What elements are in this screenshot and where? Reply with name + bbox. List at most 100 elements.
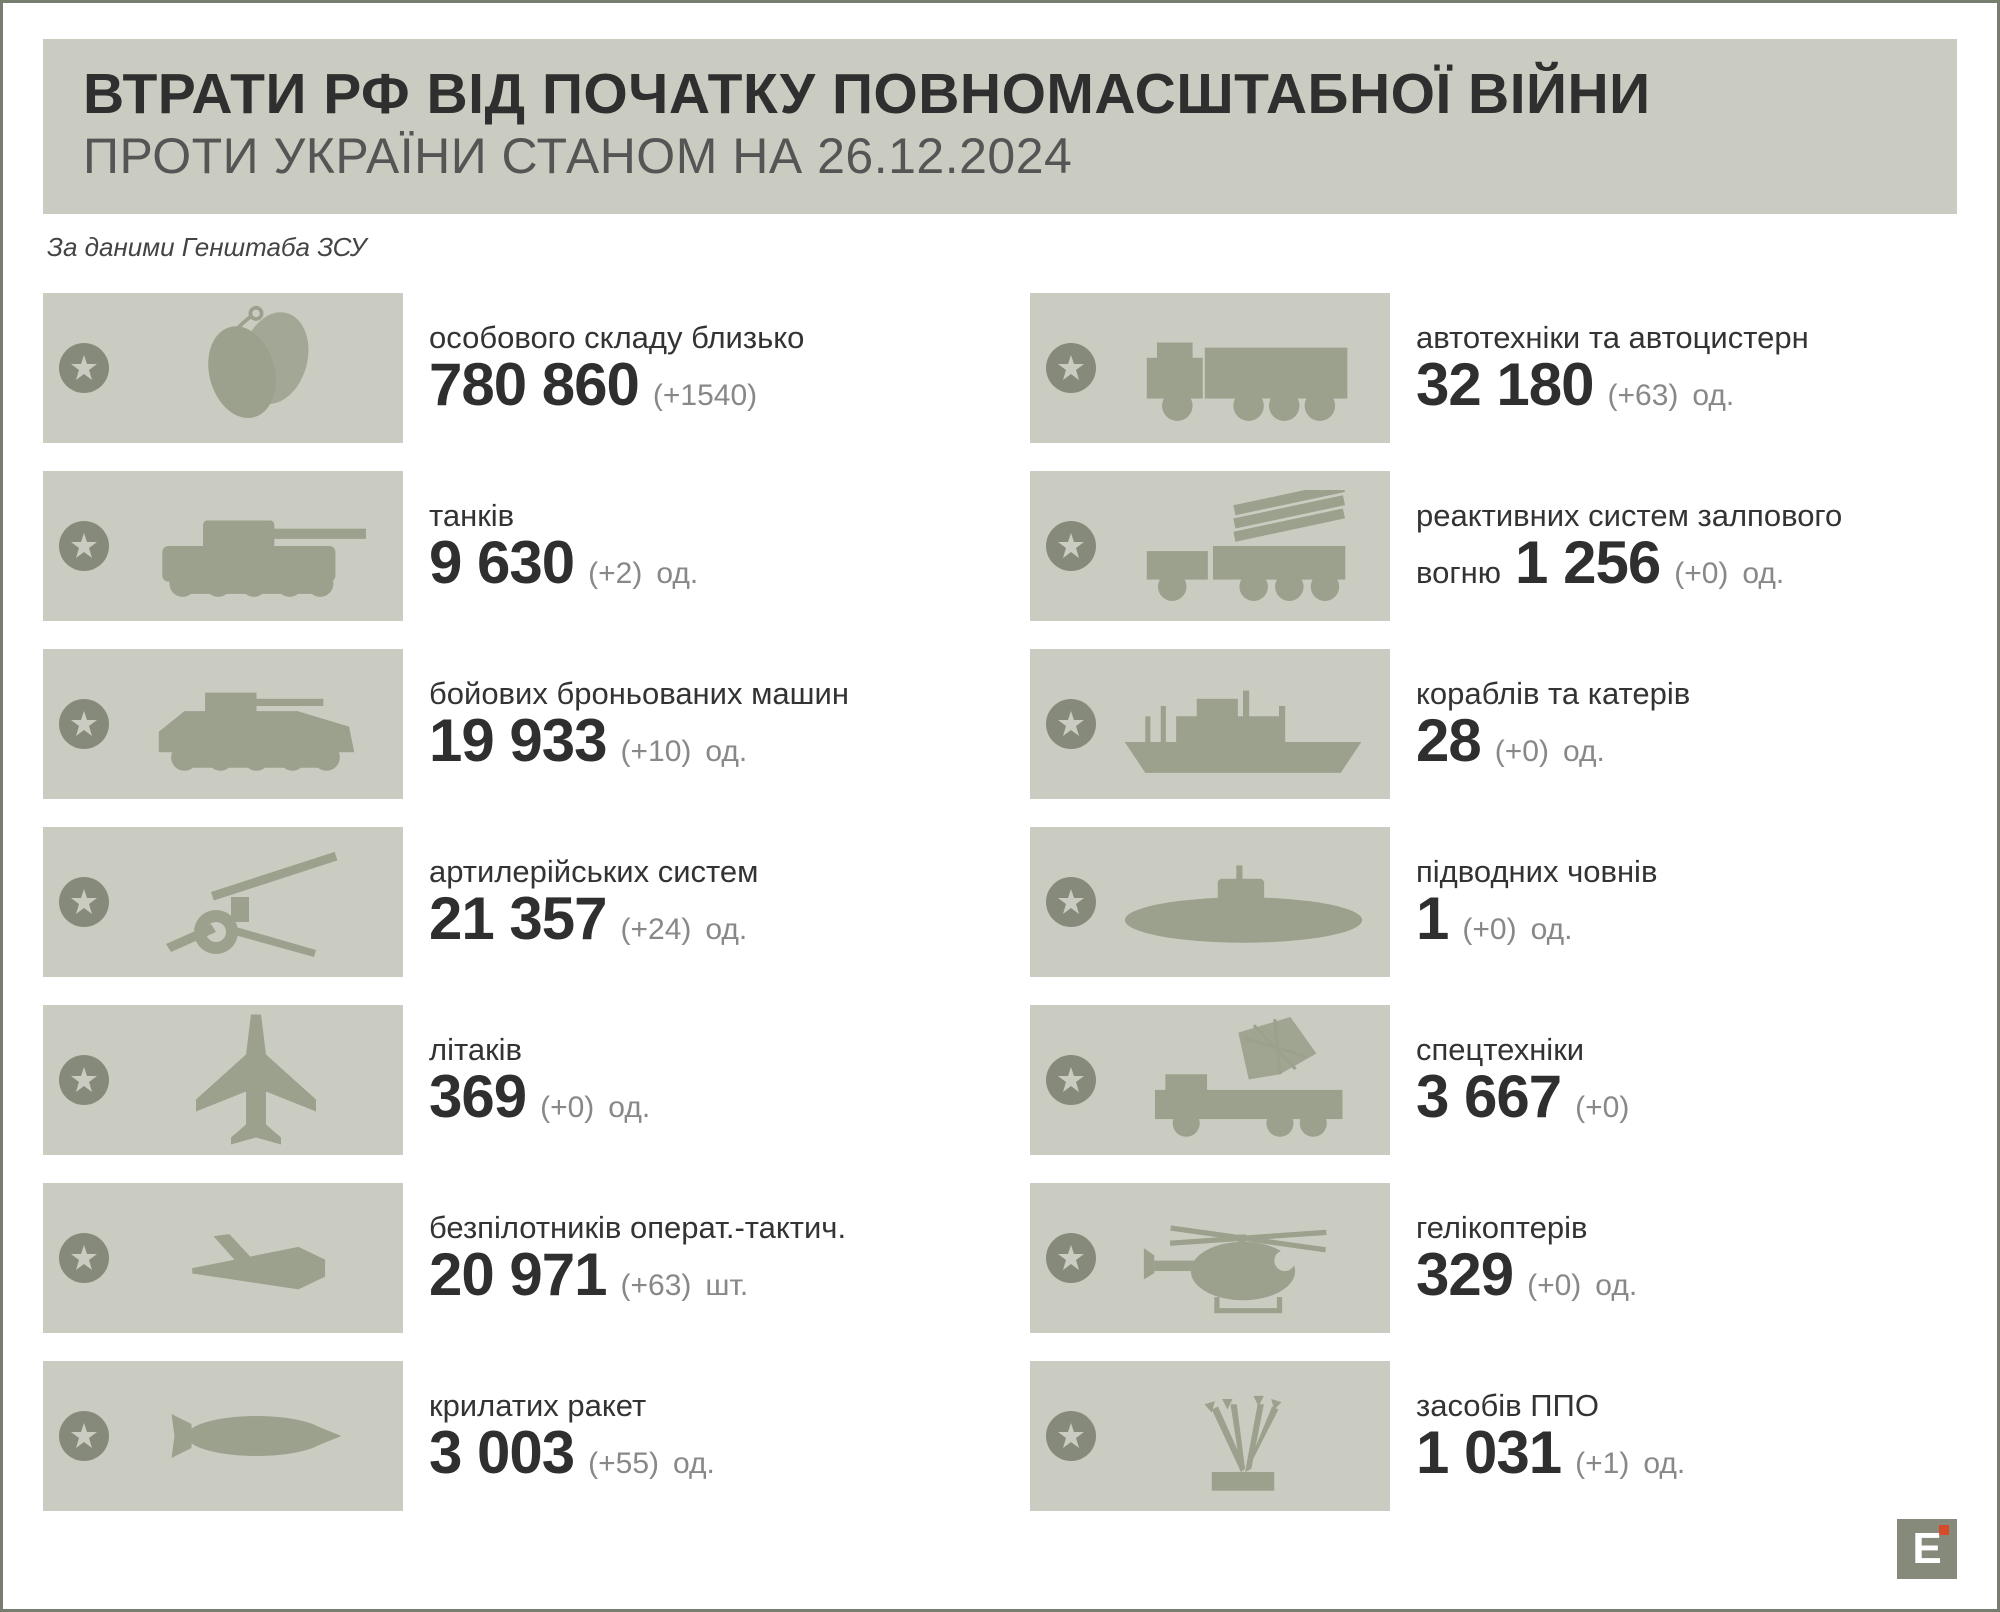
stat-value: 780 860	[429, 355, 639, 415]
star-badge-icon	[1046, 521, 1096, 571]
stat-value-row: 1 031(+1)од.	[1416, 1423, 1957, 1483]
stat-label-inline: вогню	[1416, 555, 1501, 591]
publisher-logo: E	[1897, 1519, 1957, 1579]
stat-delta: (+1540)	[653, 379, 757, 413]
stat-value: 9 630	[429, 533, 574, 593]
stat-label: засобів ППО	[1416, 1389, 1957, 1423]
icon-block	[43, 1005, 403, 1155]
stat-value-row: 3 667 (+0)	[1416, 1067, 1957, 1127]
stat-row: артилерійських систем21 357(+24)од.	[43, 827, 970, 977]
stat-value: 369	[429, 1067, 526, 1127]
star-badge-icon	[59, 877, 109, 927]
stat-value-row: 28(+0)од.	[1416, 711, 1957, 771]
stat-unit: од.	[705, 913, 747, 947]
stat-delta: (+0)	[1674, 557, 1728, 591]
stat-value-row: вогню 1 256 (+0) од.	[1416, 533, 1957, 593]
stat-text: літаків369(+0)од.	[429, 1033, 970, 1127]
stat-unit: од.	[1742, 557, 1784, 591]
stat-row: підводних човнів1(+0)од.	[1030, 827, 1957, 977]
source-credit: За даними Генштаба ЗСУ	[43, 232, 1957, 263]
drone-icon	[109, 1183, 403, 1333]
header-block: ВТРАТИ РФ ВІД ПОЧАТКУ ПОВНОМАСШТАБНОЇ ВІ…	[43, 39, 1957, 214]
stat-value-row: 780 860 (+1540)	[429, 355, 970, 415]
stat-text: підводних човнів1(+0)од.	[1416, 855, 1957, 949]
page-subtitle: ПРОТИ УКРАЇНИ СТАНОМ НА 26.12.2024	[83, 129, 1917, 184]
stat-value: 3 667	[1416, 1067, 1561, 1127]
icon-block	[1030, 471, 1390, 621]
stat-value: 1	[1416, 889, 1448, 949]
stat-label: артилерійських систем	[429, 855, 970, 889]
tank-icon	[109, 471, 403, 621]
stat-text: засобів ППО1 031(+1)од.	[1416, 1389, 1957, 1483]
stat-value: 32 180	[1416, 355, 1594, 415]
stat-delta: (+63)	[621, 1269, 692, 1303]
star-badge-icon	[1046, 877, 1096, 927]
stat-row: літаків369(+0)од.	[43, 1005, 970, 1155]
stat-unit: од.	[1692, 379, 1734, 413]
stat-value: 19 933	[429, 711, 607, 771]
stat-row: танків9 630(+2)од.	[43, 471, 970, 621]
stat-text: кораблів та катерів28(+0)од.	[1416, 677, 1957, 771]
stat-row: гелікоптерів329(+0)од.	[1030, 1183, 1957, 1333]
stat-text: безпілотників операт.-тактич.20 971(+63)…	[429, 1211, 970, 1305]
mlrs-icon	[1096, 471, 1390, 621]
stats-grid: особового складу близько780 860 (+1540) та…	[43, 293, 1957, 1511]
star-badge-icon	[59, 699, 109, 749]
stat-row: особового складу близько780 860 (+1540)	[43, 293, 970, 443]
stat-text: спецтехніки3 667(+0)	[1416, 1033, 1957, 1127]
icon-block	[1030, 1005, 1390, 1155]
icon-block	[43, 1361, 403, 1511]
stat-value: 28	[1416, 711, 1481, 771]
stat-label: підводних човнів	[1416, 855, 1957, 889]
stat-unit: шт.	[705, 1269, 748, 1303]
stat-value-row: 32 180(+63)од.	[1416, 355, 1957, 415]
stat-value-row: 19 933(+10)од.	[429, 711, 970, 771]
icon-block	[43, 827, 403, 977]
stat-value-row: 3 003 (+55) од.	[429, 1423, 970, 1483]
ship-icon	[1096, 649, 1390, 799]
stat-value-row: 21 357(+24)од.	[429, 889, 970, 949]
stat-text: танків9 630(+2)од.	[429, 499, 970, 593]
stat-label: автотехніки та автоцистерн	[1416, 321, 1957, 355]
stat-unit: од.	[608, 1091, 650, 1125]
stat-row: безпілотників операт.-тактич.20 971(+63)…	[43, 1183, 970, 1333]
stat-row: автотехніки та автоцистерн32 180(+63)од.	[1030, 293, 1957, 443]
stat-label: крилатих ракет	[429, 1389, 970, 1423]
stat-row: бойових броньованих машин19 933(+10)од.	[43, 649, 970, 799]
stat-delta: (+55)	[588, 1447, 659, 1481]
star-badge-icon	[59, 1233, 109, 1283]
stat-value: 3 003	[429, 1423, 574, 1483]
stat-value: 1 256	[1515, 533, 1660, 593]
truck-icon	[1096, 293, 1390, 443]
stat-unit: од.	[673, 1447, 715, 1481]
icon-block	[43, 649, 403, 799]
stat-delta: (+0)	[1527, 1269, 1581, 1303]
sam-icon	[1096, 1361, 1390, 1511]
stat-row: реактивних систем залпового вогню 1 256 (+0…	[1030, 471, 1957, 621]
stat-unit: од.	[1531, 913, 1573, 947]
stat-text: особового складу близько780 860 (+1540)	[429, 321, 970, 415]
artillery-icon	[109, 827, 403, 977]
stat-delta: (+0)	[1575, 1091, 1629, 1125]
stat-row: спецтехніки3 667(+0)	[1030, 1005, 1957, 1155]
stat-label: літаків	[429, 1033, 970, 1067]
star-badge-icon	[1046, 699, 1096, 749]
stat-unit: од.	[705, 735, 747, 769]
icon-block	[1030, 293, 1390, 443]
jet-icon	[109, 1005, 403, 1155]
icon-block	[1030, 1183, 1390, 1333]
apc-icon	[109, 649, 403, 799]
icon-block	[1030, 827, 1390, 977]
icon-block	[43, 293, 403, 443]
stat-label: реактивних систем залпового	[1416, 499, 1957, 533]
stat-unit: од.	[1563, 735, 1605, 769]
icon-block	[1030, 1361, 1390, 1511]
stat-label: танків	[429, 499, 970, 533]
stat-row: засобів ППО1 031(+1)од.	[1030, 1361, 1957, 1511]
star-badge-icon	[59, 521, 109, 571]
star-badge-icon	[59, 1411, 109, 1461]
stat-label: особового складу близько	[429, 321, 970, 355]
submarine-icon	[1096, 827, 1390, 977]
logo-letter: E	[1912, 1524, 1941, 1574]
stat-label: кораблів та катерів	[1416, 677, 1957, 711]
